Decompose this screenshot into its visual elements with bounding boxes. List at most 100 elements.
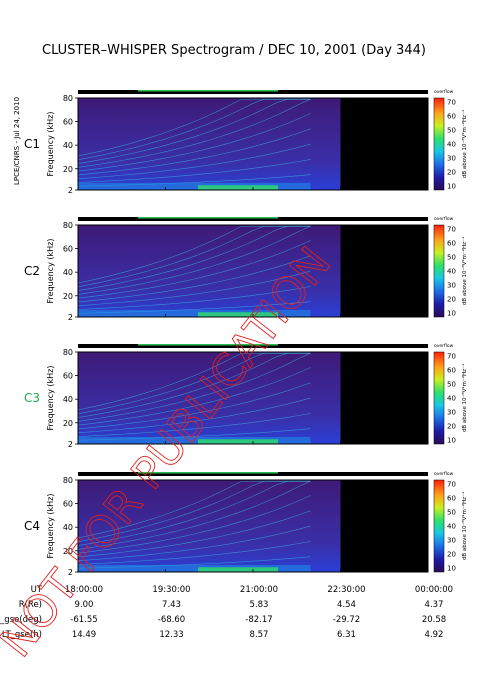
harmonic-line <box>77 413 311 437</box>
table-cell: 19:30:00 <box>152 585 190 595</box>
spectrogram-panels: 80 60 40 20 2 Frequency (kHz) C1 overflow 70 60 50… <box>24 89 468 577</box>
table-cell: 20.58 <box>422 615 446 625</box>
table-cell: 21:00:00 <box>240 585 278 595</box>
colorbar-tick-label: 30 <box>447 282 456 290</box>
table-cell: 9.00 <box>75 600 94 610</box>
colorbar-label: dB above 10⁻⁸V²m⁻²Hz⁻¹ <box>461 110 468 178</box>
spectrogram-field <box>78 480 341 572</box>
colorbar-tick-label: 50 <box>447 254 456 262</box>
table-cell: 6.31 <box>337 630 356 640</box>
y-tick-label: 2 <box>68 186 73 195</box>
table-row-label: UT <box>31 585 43 595</box>
colorbar-tick-label: 20 <box>447 551 456 559</box>
harmonic-line <box>77 225 311 284</box>
panel-c3: 80 60 40 20 2 Frequency (kHz) C3 overflow 70 60 50… <box>24 343 468 449</box>
table-cell: 14.49 <box>72 630 96 640</box>
harmonic-line <box>77 352 311 418</box>
intense-emission <box>198 439 278 444</box>
harmonic-line <box>77 367 311 426</box>
harmonic-line <box>77 382 311 430</box>
harmonic-line <box>77 352 311 422</box>
harmonic-line <box>77 128 311 176</box>
y-tick-label: 40 <box>63 523 73 532</box>
spacecraft-label: C4 <box>24 519 40 533</box>
harmonic-line <box>77 480 311 550</box>
table-cell: -82.17 <box>245 615 272 625</box>
harmonic-line <box>77 159 311 183</box>
colorbar-tick-label: 30 <box>447 409 456 417</box>
y-tick-label: 40 <box>63 395 73 404</box>
colorbar-tick-label: 50 <box>447 127 456 135</box>
y-tick-label: 2 <box>68 313 73 322</box>
colorbar-tick-label: 60 <box>447 367 456 375</box>
status-bar <box>78 217 428 221</box>
status-bar-active <box>138 472 278 474</box>
harmonic-line <box>77 541 311 565</box>
panel-c4: 80 60 40 20 2 Frequency (kHz) C4 overflow 70 60 50… <box>24 471 468 577</box>
colorbar-top-label: overflow <box>434 471 454 477</box>
low-frequency-band <box>78 564 311 572</box>
y-tick-label: 60 <box>63 500 73 509</box>
colorbar-top-label: overflow <box>434 89 454 95</box>
low-frequency-band <box>78 309 311 317</box>
y-axis-label: Frequency (kHz) <box>46 239 55 304</box>
harmonic-line <box>77 225 311 295</box>
ephemeris-table: UT R(Re) Lat_gse(deg) LT_gse(h) 18:00:00 9.00… <box>0 585 453 640</box>
no-data-region <box>340 225 428 317</box>
spectrogram-field <box>78 225 341 317</box>
colorbar-label: dB above 10⁻⁸V²m⁻²Hz⁻¹ <box>461 364 468 432</box>
y-tick-label: 80 <box>63 348 73 357</box>
status-bar-active <box>138 344 278 346</box>
spacecraft-label: C3 <box>24 391 40 405</box>
colorbar-tick-label: 30 <box>447 537 456 545</box>
status-bar-active <box>138 217 278 219</box>
status-bar <box>78 344 428 348</box>
table-cell: -61.55 <box>70 615 97 625</box>
y-tick-label: 40 <box>63 268 73 277</box>
table-cell: -29.72 <box>333 615 360 625</box>
figure-title: CLUSTER–WHISPER Spectrogram / DEC 10, 20… <box>42 43 426 58</box>
colorbar-tick-label: 10 <box>447 437 456 445</box>
colorbar-tick-label: 60 <box>447 495 456 503</box>
colorbar-label: dB above 10⁻⁸V²m⁻²Hz⁻¹ <box>461 237 468 305</box>
colorbar-top-label: overflow <box>434 343 454 349</box>
harmonic-line <box>77 98 311 157</box>
colorbar-tick-label: 40 <box>447 141 456 149</box>
colorbar-tick-label: 20 <box>447 169 456 177</box>
harmonic-line <box>77 525 311 561</box>
y-tick-label: 60 <box>63 372 73 381</box>
table-cell: 8.57 <box>250 630 269 640</box>
table-cell: 5.83 <box>250 600 269 610</box>
y-tick-label: 2 <box>68 440 73 449</box>
colorbar <box>433 351 445 445</box>
colorbar-tick-label: 10 <box>447 565 456 573</box>
y-tick-label: 20 <box>63 165 73 174</box>
intense-emission <box>198 567 278 572</box>
colorbar-tick-label: 50 <box>447 381 456 389</box>
spectrogram-field <box>78 98 341 190</box>
no-data-region <box>340 480 428 572</box>
colorbar-tick-label: 10 <box>447 310 456 318</box>
colorbar-tick-label: 40 <box>447 268 456 276</box>
colorbar-tick-label: 20 <box>447 423 456 431</box>
panel-c1: 80 60 40 20 2 Frequency (kHz) C1 overflow 70 60 50… <box>24 89 468 195</box>
colorbar-tick-label: 10 <box>447 183 456 191</box>
table-cell: 12.33 <box>159 630 183 640</box>
harmonic-line <box>77 286 311 310</box>
harmonic-line <box>77 98 311 164</box>
colorbar-tick-label: 30 <box>447 155 456 163</box>
table-cell: 22:30:00 <box>327 585 365 595</box>
harmonic-line <box>77 397 311 433</box>
colorbar-tick-label: 70 <box>447 99 456 107</box>
table-cell: -68.60 <box>158 615 185 625</box>
harmonic-line <box>77 143 311 179</box>
y-tick-label: 2 <box>68 568 73 577</box>
colorbar-tick-label: 60 <box>447 240 456 248</box>
colorbar-tick-label: 60 <box>447 113 456 121</box>
panel-c2: 80 60 40 20 2 Frequency (kHz) C2 overflow 70 60 50… <box>24 216 468 322</box>
colorbar <box>433 479 445 573</box>
colorbar-tick-label: 40 <box>447 523 456 531</box>
spectrogram-field <box>78 352 341 444</box>
table-row-label: LT_gse(h) <box>2 630 42 640</box>
